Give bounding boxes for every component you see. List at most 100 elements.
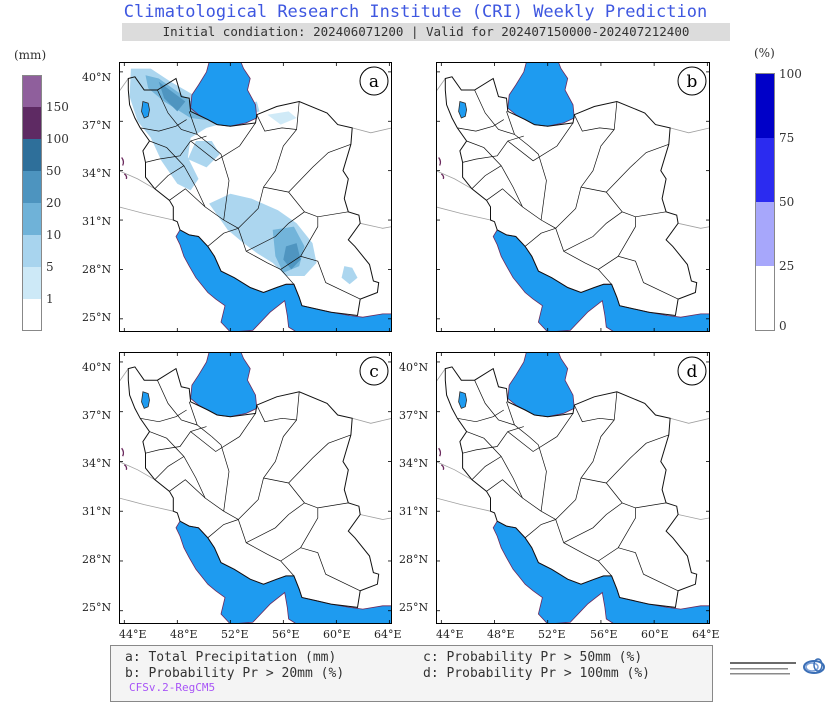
province-border [154, 165, 185, 190]
province-border [157, 89, 213, 147]
province-border [207, 519, 239, 539]
map-frame [119, 352, 392, 624]
precip-cell-0 [23, 299, 41, 330]
province-border [555, 101, 618, 229]
province-border [288, 143, 352, 193]
prob-legend-title: (%) [754, 46, 775, 60]
map-c: c [119, 352, 392, 624]
island-shape [438, 447, 442, 457]
island-shape [440, 173, 445, 180]
panel-letter-circle [359, 356, 389, 386]
foreign-border [119, 206, 174, 221]
province-border [140, 119, 187, 132]
lon-label-56-left: 56°E [272, 628, 300, 641]
prob-cell-75-100 [756, 74, 774, 138]
province-border [524, 227, 556, 247]
lon-label-44-right: 44°E [436, 628, 464, 641]
precip-label-50: 50 [46, 164, 62, 178]
precip-label-150: 150 [46, 100, 69, 114]
panel-letter: d [687, 362, 698, 382]
panel-description-box: a: Total Precipitation (mm) b: Probabili… [110, 645, 713, 702]
province-border [246, 502, 305, 544]
prob-label-75: 75 [779, 131, 795, 145]
panel-letter-circle [359, 66, 389, 96]
precip-cell-20 [23, 171, 41, 203]
province-border [207, 227, 239, 247]
prob-label-25: 25 [779, 259, 795, 273]
foreign-border [669, 127, 710, 134]
iran-border [127, 366, 380, 608]
precip-cell-150 [23, 76, 41, 107]
foreign-border [352, 417, 392, 424]
panel-letter-circle [677, 66, 707, 96]
province-border [288, 434, 352, 484]
page-title: Climatological Research Institute (CRI) … [123, 2, 708, 22]
map-d: d [436, 352, 710, 624]
panel-letter: a [369, 72, 379, 92]
map-b: b [436, 62, 710, 332]
province-border [540, 219, 612, 285]
panel-letter: b [687, 72, 698, 92]
province-border [188, 401, 198, 426]
province-border [462, 135, 524, 163]
province-border [280, 547, 361, 592]
province-border [300, 216, 319, 257]
prob-cell-25-50 [756, 202, 774, 266]
province-border [606, 434, 669, 484]
precip-cell-100 [23, 107, 41, 139]
foreign-border [352, 127, 392, 134]
foreign-border [119, 461, 155, 481]
province-border [457, 409, 504, 423]
institute-logo [728, 650, 828, 690]
province-border [486, 479, 542, 512]
lake-urmia [458, 100, 468, 119]
precip-label-1: 1 [46, 292, 54, 306]
province-border [486, 188, 542, 221]
province-border [188, 111, 198, 135]
province-border [563, 211, 623, 252]
lon-label-52-left: 52°E [221, 628, 249, 641]
precipitation-area [158, 81, 186, 112]
province-border [573, 114, 615, 132]
province-border [256, 114, 297, 132]
model-name: CFSv.2-RegCM5 [129, 681, 216, 694]
precip-colorbar [22, 75, 42, 331]
province-border [506, 111, 515, 135]
foreign-border [119, 78, 129, 92]
prob-label-100: 100 [779, 67, 802, 81]
precipitation-area [187, 141, 220, 168]
lat-label-37-left-top: 37°N [82, 119, 112, 132]
province-border [462, 426, 524, 454]
panel-letter: c [369, 362, 379, 382]
map-panel-c: c [119, 352, 392, 624]
precip-cell-10 [23, 203, 41, 235]
foreign-border [119, 497, 174, 512]
map-frame [436, 62, 710, 332]
foreign-border [436, 78, 446, 92]
province-border [471, 165, 502, 190]
lat-label-28-left-top: 28°N [82, 263, 112, 276]
prob-label-50: 50 [779, 195, 795, 209]
province-border [507, 122, 574, 162]
lat-label-37-left-bottom: 37°N [82, 409, 112, 422]
lake-urmia [141, 391, 150, 409]
precip-cell-5 [23, 235, 41, 267]
lon-label-48-left: 48°E [170, 628, 198, 641]
map-panel-d: d [436, 352, 710, 624]
lat-label-34-left-bottom: 34°N [82, 457, 112, 470]
foreign-border [436, 206, 491, 221]
lon-label-64-left: 64°E [374, 628, 402, 641]
page-subtitle: Initial condiation: 202406071200 | Valid… [122, 23, 730, 41]
island-shape [440, 464, 445, 470]
lat-label-34-right-bottom: 34°N [399, 457, 429, 470]
island-shape [121, 157, 125, 166]
province-border [246, 211, 305, 252]
province-border [211, 436, 230, 512]
province-border [466, 140, 523, 208]
note-d: d: Probability Pr > 100mm (%) [423, 666, 650, 681]
note-a: a: Total Precipitation (mm) [125, 650, 337, 665]
prob-cell-0-25 [756, 266, 774, 330]
province-border [154, 456, 185, 480]
lon-label-60-right: 60°E [641, 628, 669, 641]
lat-label-40-left-bottom: 40°N [82, 361, 112, 374]
